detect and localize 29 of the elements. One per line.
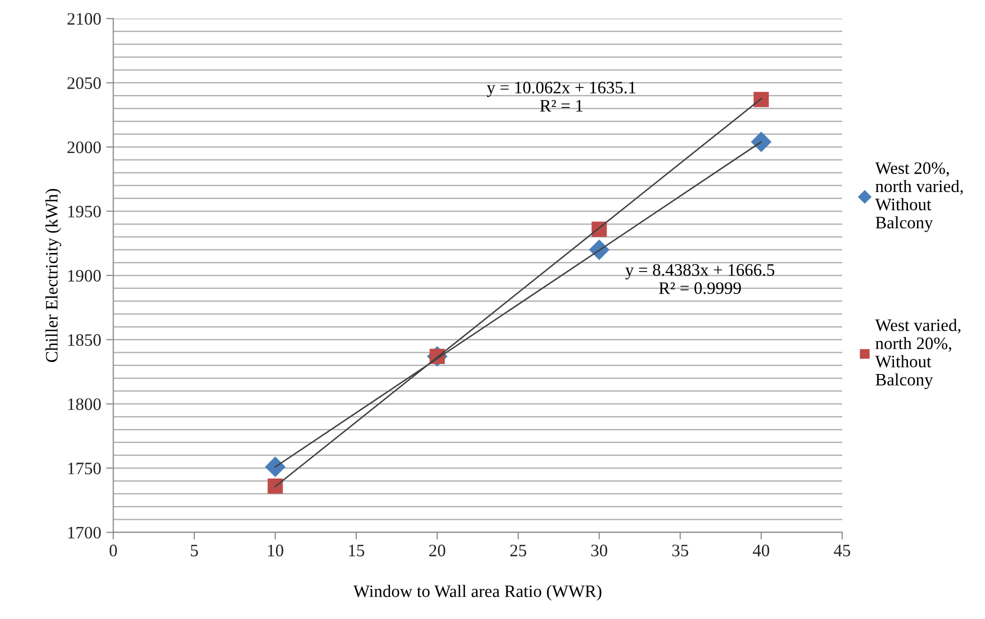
point xyxy=(754,92,769,108)
annotation: y = 10.062x + 1635.1 R² = 1 xyxy=(486,82,636,112)
y-tick-label: 1850 xyxy=(68,334,101,346)
x-tick-label: 40 xyxy=(752,544,770,556)
x-tick-label: 35 xyxy=(672,544,688,556)
x-tick-label: 10 xyxy=(268,544,284,556)
y-tick-label: 1700 xyxy=(68,526,101,539)
x-tick-label: 20 xyxy=(429,544,446,556)
y-tick-label: 2100 xyxy=(68,13,101,25)
legend-label: West 20%, north varied, Without Balcony xyxy=(875,162,963,232)
legend-label: West varied, north 20%, Without Balcony xyxy=(875,318,960,390)
point xyxy=(750,132,772,152)
y-tick-label: 1900 xyxy=(68,270,101,282)
x-axis-title: Window to Wall area Ratio (WWR) xyxy=(353,584,602,601)
x-tick-label: 5 xyxy=(190,544,198,556)
x-tick-label: 30 xyxy=(591,544,608,556)
x-tick-label: 15 xyxy=(349,544,364,556)
y-axis-title: Chiller Electricity (kWh) xyxy=(45,188,62,362)
x-tick-label: 0 xyxy=(110,544,117,556)
y-tick-label: 2050 xyxy=(68,77,101,89)
point xyxy=(264,456,286,478)
y-tick-label: 1800 xyxy=(68,398,101,410)
y-tick-label: 2000 xyxy=(68,141,101,154)
annotation: y = 8.4383x + 1666.5 R² = 0.9999 xyxy=(625,264,774,294)
y-tick-label: 1750 xyxy=(68,462,101,474)
y-tick-label: 1950 xyxy=(68,206,101,218)
x-tick-label: 25 xyxy=(510,544,526,556)
x-tick-label: 45 xyxy=(834,544,850,556)
point xyxy=(268,478,283,494)
